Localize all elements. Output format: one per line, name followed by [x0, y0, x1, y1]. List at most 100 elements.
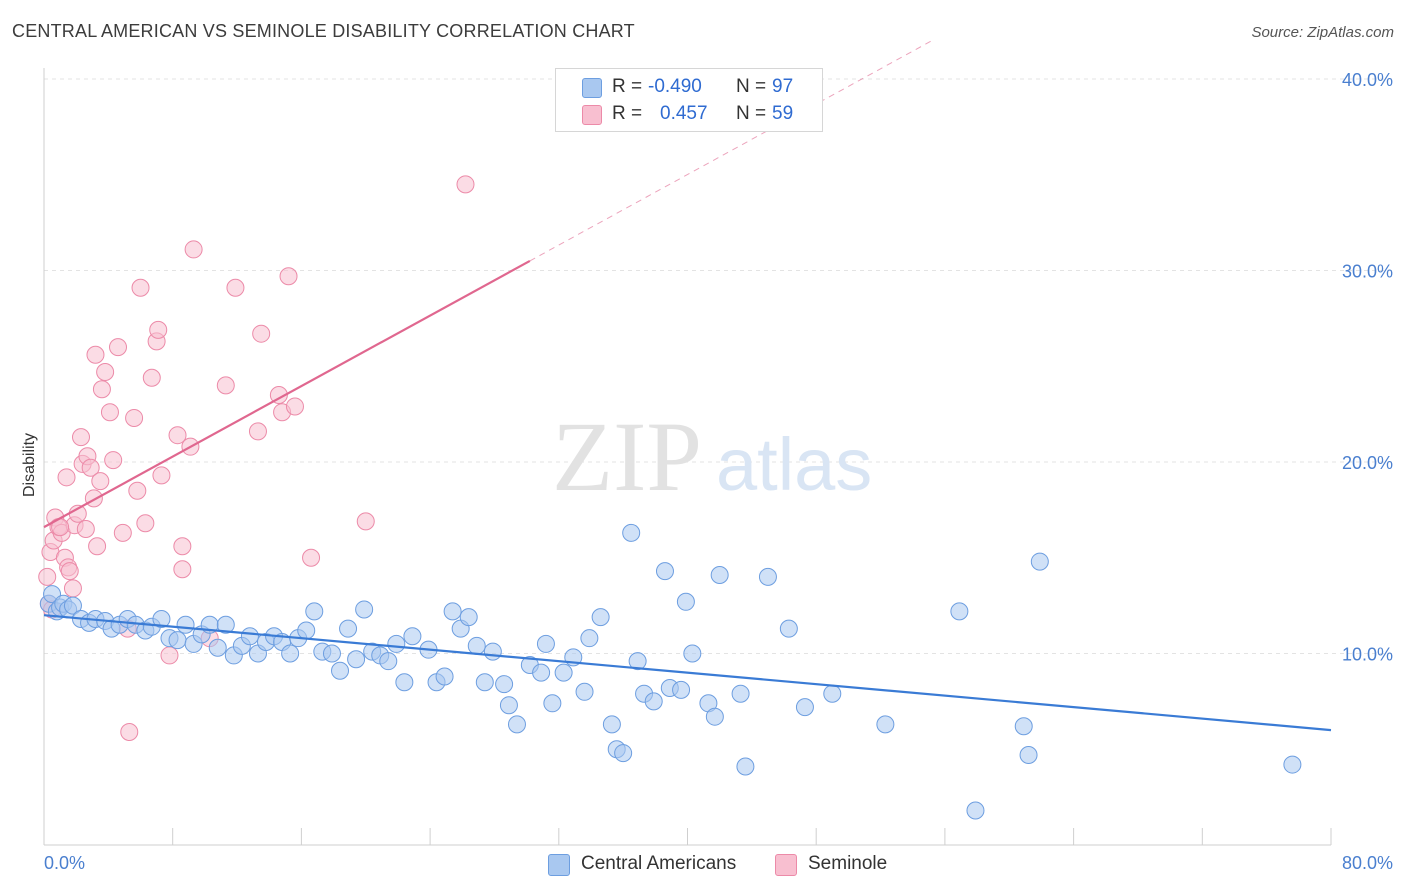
central-american-point: [644, 692, 663, 711]
legend-swatch-blue: [582, 78, 602, 98]
central-american-point: [1283, 755, 1302, 774]
seminole-point: [86, 345, 105, 364]
seminole-point: [113, 523, 132, 542]
central-american-point: [443, 602, 462, 621]
central-american-point: [1030, 552, 1049, 571]
central-american-point: [966, 801, 985, 820]
seminole-point: [302, 548, 321, 567]
seminole-point: [279, 267, 298, 286]
chart-title: CENTRAL AMERICAN VS SEMINOLE DISABILITY …: [12, 21, 635, 41]
x-ticks: [43, 828, 1332, 845]
central-american-point: [63, 596, 82, 615]
central-american-point: [322, 644, 341, 663]
bottom-legend-label: Central Americans: [581, 853, 737, 874]
central-american-point: [736, 757, 755, 776]
seminole-point: [84, 489, 103, 508]
seminole-point: [226, 278, 245, 297]
central-american-point: [297, 621, 316, 640]
central-american-point: [532, 663, 551, 682]
central-american-point: [672, 680, 691, 699]
central-american-point: [240, 627, 259, 646]
seminole-point: [184, 240, 203, 259]
central-american-point: [591, 608, 610, 627]
seminole-point: [63, 579, 82, 598]
seminole-point: [104, 451, 123, 470]
central-american-point: [823, 684, 842, 703]
central-american-point: [622, 523, 641, 542]
legend-r-label: R =: [612, 76, 643, 97]
seminole-point: [81, 458, 100, 477]
central-american-point: [435, 667, 454, 686]
central-american-point: [683, 644, 702, 663]
watermark: ZIP atlas: [552, 401, 872, 512]
seminole-point: [142, 368, 161, 387]
seminole-point: [125, 408, 144, 427]
legend-swatch-pink: [582, 105, 602, 125]
central-american-point: [628, 652, 647, 671]
central-american-point: [731, 684, 750, 703]
central-american-point: [176, 615, 195, 634]
seminole-point: [120, 723, 139, 742]
central-american-point: [876, 715, 895, 734]
central-american-point: [602, 715, 621, 734]
central-american-point: [554, 663, 573, 682]
seminole-point: [57, 468, 76, 487]
legend-n-value: 59: [772, 103, 794, 124]
y-tick-labels: 10.0% 20.0% 30.0% 40.0%: [1342, 70, 1393, 665]
central-american-point: [950, 602, 969, 621]
central-american-point: [655, 562, 674, 581]
seminole-point: [168, 426, 187, 445]
central-american-point: [339, 619, 358, 638]
seminole-point: [136, 514, 155, 533]
seminole-point: [72, 428, 91, 447]
central-american-point: [208, 638, 227, 657]
central-american-point: [536, 634, 555, 653]
watermark-zip: ZIP: [552, 401, 702, 512]
seminole-point: [149, 320, 168, 339]
central-american-point: [779, 619, 798, 638]
central-american-point: [347, 650, 366, 669]
central-american-point: [305, 602, 324, 621]
seminole-point: [216, 376, 235, 395]
central-american-point: [467, 636, 486, 655]
central-american-point: [483, 642, 502, 661]
seminole-point: [131, 278, 150, 297]
seminole-point: [92, 380, 111, 399]
y-tick-label: 30.0%: [1342, 262, 1393, 282]
legend-r-value: 0.457: [660, 103, 708, 124]
central-american-point: [395, 673, 414, 692]
y-axis-label: Disability: [21, 433, 38, 497]
central-american-point: [758, 567, 777, 586]
seminole-point: [285, 397, 304, 416]
central-american-point: [1019, 745, 1038, 764]
seminole-point: [356, 512, 375, 531]
bottom-legend-swatch-blue: [548, 854, 570, 876]
seminole-point: [456, 175, 475, 194]
seminole-trend-line: [43, 259, 531, 529]
legend-r-value: -0.490: [648, 76, 702, 97]
central-american-point: [403, 627, 422, 646]
central-american-point: [459, 608, 478, 627]
legend-row-seminole: R = 0.457 N = 59: [556, 101, 822, 127]
central-american-points: [39, 523, 1302, 820]
watermark-atlas: atlas: [716, 423, 872, 506]
seminole-point: [173, 560, 192, 579]
x-tick-label-min: 0.0%: [44, 853, 85, 873]
correlation-legend: R = -0.490 N = 97 R = 0.457 N = 59: [555, 68, 823, 132]
central-american-point: [575, 682, 594, 701]
seminole-point: [128, 481, 147, 500]
seminole-point: [76, 520, 95, 539]
seminole-point: [109, 338, 128, 357]
bottom-legend-swatch-pink: [775, 854, 797, 876]
central-american-point: [281, 644, 300, 663]
central-american-point: [710, 565, 729, 584]
central-american-point: [355, 600, 374, 619]
seminole-point: [252, 324, 271, 343]
central-american-point: [168, 631, 187, 650]
y-tick-label: 40.0%: [1342, 70, 1393, 90]
legend-n-value: 97: [772, 76, 794, 97]
legend-row-central-american: R = -0.490 N = 97: [556, 74, 822, 100]
trend-lines: [43, 40, 1332, 732]
legend-n-label: N =: [736, 76, 767, 97]
